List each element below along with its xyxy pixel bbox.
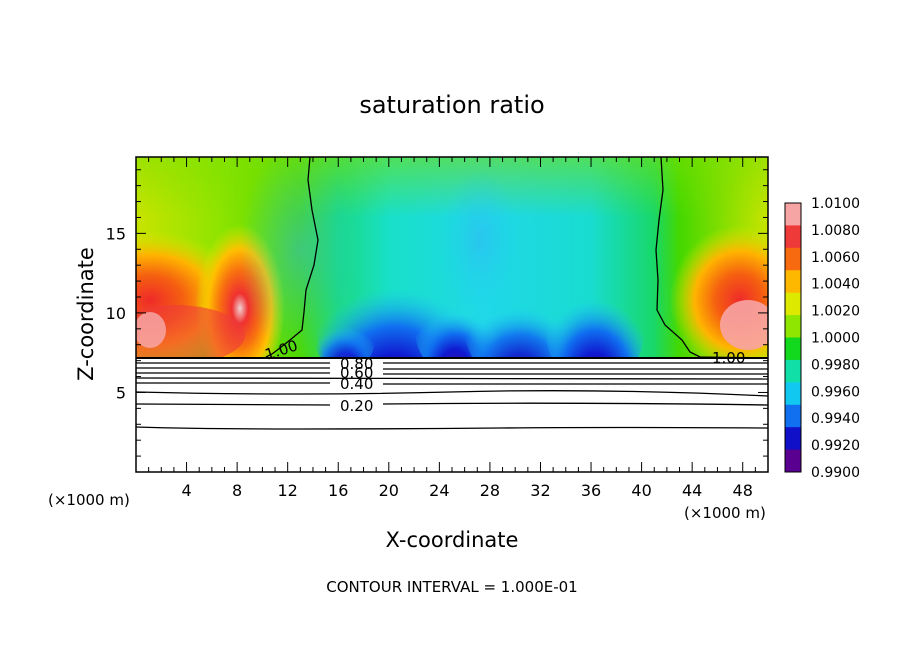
colorbar-level-label: 1.0000 — [811, 331, 860, 347]
colorbar-swatch — [785, 292, 801, 316]
colorbar-frame — [784, 202, 802, 473]
contour-1-00-left — [265, 156, 319, 358]
contour-lines — [135, 156, 769, 430]
contour-label-0-40: 0.40 — [340, 375, 373, 393]
contour-0-30 — [135, 390, 769, 397]
colorbar-swatch — [785, 382, 801, 406]
colorbar-swatch — [785, 427, 801, 451]
colorbar-level-label: 0.9900 — [811, 465, 860, 481]
y-axis-ticks: 5 10 15 — [106, 169, 768, 457]
x-axis-ticks: 4 8 12 16 20 24 28 32 36 40 44 48 — [148, 157, 756, 500]
x-tick-label: 8 — [232, 481, 242, 500]
x-tick-label: 36 — [581, 481, 601, 500]
colorbar-level-label: 0.9940 — [811, 411, 860, 427]
colorbar-swatch — [785, 247, 801, 271]
x-tick-label: 32 — [530, 481, 550, 500]
contour-0-50 — [135, 377, 769, 380]
colorbar-level-label: 0.9920 — [811, 438, 860, 454]
colorbar-level-label: 0.9960 — [811, 384, 860, 400]
colorbar-swatch — [785, 203, 801, 226]
contour-interval-note: CONTOUR INTERVAL = 1.000E-01 — [326, 578, 577, 596]
colorbar-swatch — [785, 449, 801, 473]
colorbar-level-label: 0.9980 — [811, 357, 860, 373]
colorbar-swatch — [785, 359, 801, 383]
x-axis-label: X-coordinate — [386, 528, 519, 552]
x-tick-label: 24 — [429, 481, 449, 500]
contour-0-60 — [136, 372, 768, 375]
contour-0-40 — [136, 382, 768, 385]
saturation-field — [136, 157, 768, 472]
colorbar-swatch — [785, 225, 801, 249]
x-tick-label: 44 — [682, 481, 702, 500]
colorbar-level-label: 1.0080 — [811, 223, 860, 239]
x-tick-label: 4 — [181, 481, 191, 500]
chart-title: saturation ratio — [359, 91, 544, 119]
colorbar-swatch — [785, 337, 801, 361]
x-tick-label: 40 — [631, 481, 651, 500]
contour-label-0-80: 0.80 — [340, 355, 373, 373]
contour-0-10 — [135, 426, 769, 430]
contour-label-1-00-right: 1.00 — [712, 349, 745, 367]
y-axis-label: Z-coordinate — [74, 247, 98, 381]
colorbar: 1.0100 1.0080 1.0060 1.0040 1.0020 1.0000 0.99… — [784, 196, 860, 481]
x-unit-left: (×1000 m) — [48, 491, 130, 509]
colorbar-level-label: 1.0060 — [811, 250, 860, 266]
x-tick-label: 16 — [328, 481, 348, 500]
y-tick-label: 5 — [116, 383, 126, 402]
colorbar-swatch — [785, 404, 801, 428]
colorbar-level-label: 1.0040 — [811, 277, 860, 293]
x-tick-label: 28 — [480, 481, 500, 500]
x-tick-label: 20 — [379, 481, 399, 500]
contour-0-70 — [136, 367, 768, 370]
contour-label-0-60: 0.60 — [340, 364, 373, 382]
colorbar-level-label: 1.0100 — [811, 196, 860, 212]
contour-1-00-right — [655, 156, 769, 359]
contour-0-20 — [135, 402, 769, 406]
contour-label-0-20: 0.20 — [340, 397, 373, 415]
y-tick-label: 10 — [106, 304, 126, 323]
y-tick-label: 15 — [106, 224, 126, 243]
colorbar-swatch — [785, 315, 801, 338]
colorbar-swatch — [785, 270, 801, 294]
colorbar-level-label: 1.0020 — [811, 304, 860, 320]
x-unit-right: (×1000 m) — [684, 504, 766, 522]
x-tick-label: 12 — [278, 481, 298, 500]
x-tick-label: 48 — [733, 481, 753, 500]
